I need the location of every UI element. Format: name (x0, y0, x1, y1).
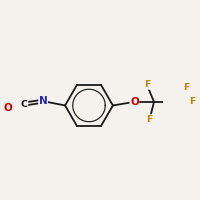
Text: F: F (147, 115, 153, 124)
Text: C: C (21, 100, 28, 109)
Text: O: O (130, 97, 139, 107)
Text: F: F (184, 83, 190, 92)
Text: N: N (39, 96, 47, 106)
Text: F: F (189, 97, 195, 106)
Text: F: F (144, 80, 150, 89)
Text: O: O (3, 103, 12, 113)
